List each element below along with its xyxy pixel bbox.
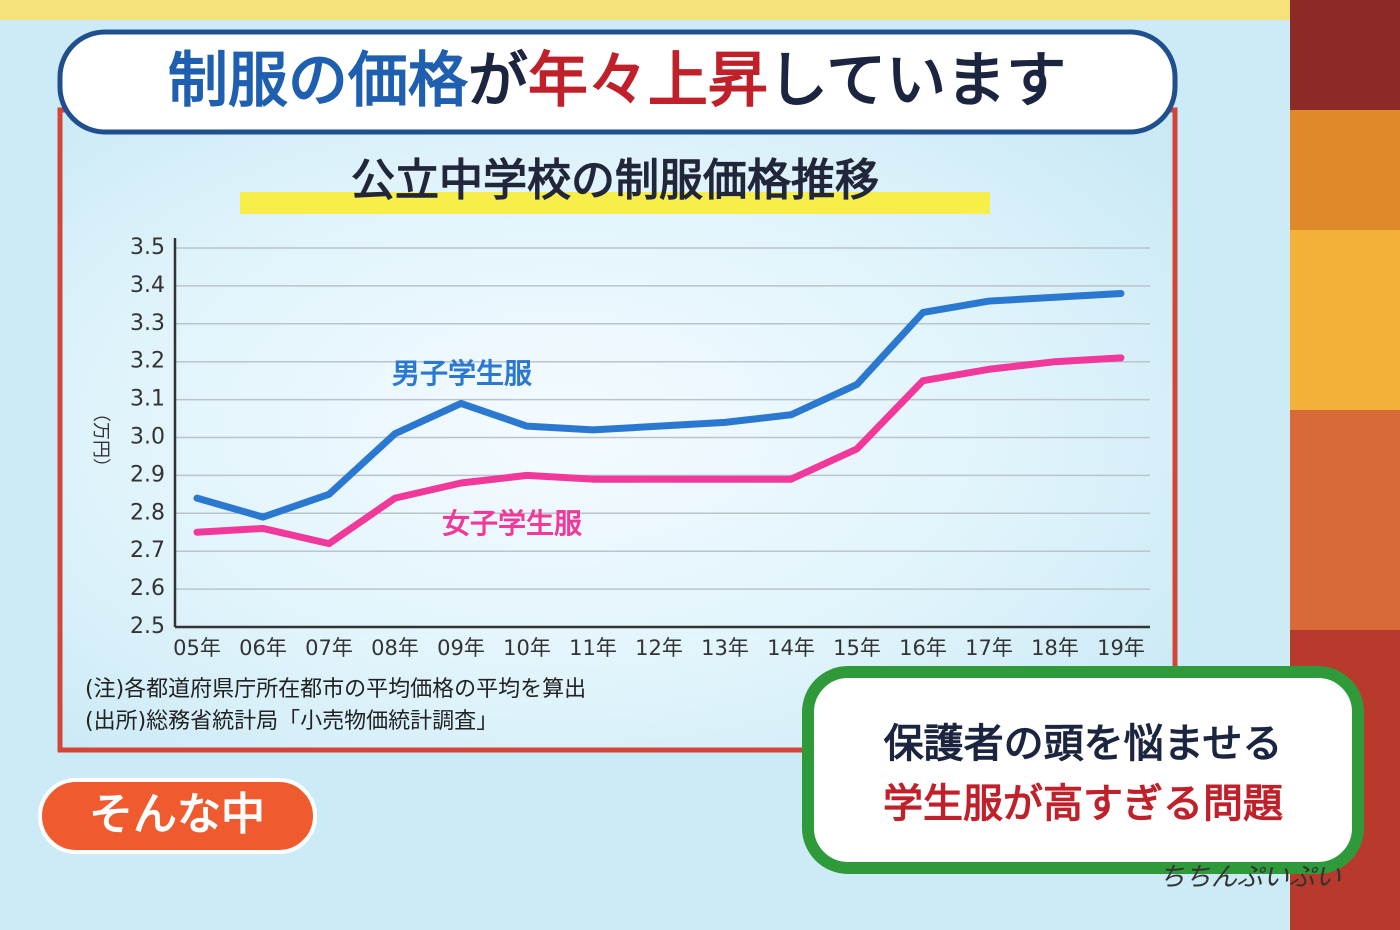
- title-part: しています: [768, 46, 1066, 116]
- x-tick-label: 08年: [371, 636, 419, 660]
- title-highlight: [240, 192, 990, 214]
- x-tick-label: 07年: [305, 636, 353, 660]
- title-part: 制服の価格: [168, 46, 469, 116]
- y-tick-label: 2.7: [130, 538, 165, 563]
- x-tick-label: 11年: [569, 636, 617, 660]
- deco-block: [1290, 0, 1400, 110]
- series-line: [193, 289, 1125, 521]
- x-tick-label: 13年: [701, 636, 749, 660]
- y-tick-label: 2.8: [130, 500, 165, 525]
- x-tick-label: 14年: [767, 636, 815, 660]
- caption-line: 学生服が高すぎる問題: [883, 781, 1283, 827]
- chart-panel: [57, 107, 1178, 753]
- y-tick-label: 3.0: [130, 425, 165, 450]
- title-part: 年々上昇: [528, 46, 768, 116]
- top-strip: [0, 0, 1400, 20]
- x-tick-label: 06年: [239, 636, 287, 660]
- y-axis-label: （万円）: [90, 404, 111, 476]
- x-tick-label: 05年: [173, 636, 221, 660]
- x-tick-label: 09年: [437, 636, 485, 660]
- y-tick-label: 3.4: [130, 273, 165, 298]
- deco-block: [1290, 230, 1400, 410]
- note: (出所)総務省統計局「小売物価統計調査」: [85, 709, 498, 734]
- caption-line: 保護者の頭を悩ませる: [884, 721, 1283, 767]
- y-tick-label: 2.6: [130, 576, 165, 601]
- chart-title: 公立中学校の制服価格推移: [351, 155, 879, 206]
- deco-block: [1290, 110, 1400, 230]
- caption-box: [802, 666, 1364, 874]
- title-box: [57, 29, 1178, 135]
- deco-block: [1290, 410, 1400, 630]
- x-tick-label: 17年: [965, 636, 1013, 660]
- series-label: 女子学生服: [442, 507, 583, 540]
- x-tick-label: 19年: [1097, 636, 1145, 660]
- badge: そんな中: [89, 789, 265, 840]
- x-tick-label: 16年: [899, 636, 947, 660]
- y-tick-label: 3.3: [130, 311, 165, 336]
- y-tick-label: 3.1: [130, 387, 165, 412]
- x-tick-label: 15年: [833, 636, 881, 660]
- y-tick-label: 2.5: [130, 614, 165, 639]
- note: (注)各都道府県庁所在都市の平均価格の平均を算出: [85, 677, 586, 702]
- series-line: [193, 354, 1125, 548]
- y-tick-label: 3.2: [130, 349, 165, 374]
- y-tick-label: 3.5: [130, 235, 165, 260]
- title-part: が: [468, 46, 528, 116]
- badge-box: [38, 778, 317, 854]
- logo: ちちんぷいぷい: [1159, 863, 1341, 893]
- x-tick-label: 12年: [635, 636, 683, 660]
- x-tick-label: 18年: [1031, 636, 1079, 660]
- x-tick-label: 10年: [503, 636, 551, 660]
- plot: 2.5 2.6 2.7 2.8 2.9 3.0 3.1 3.2 3.3 3.4 3.5 05年 06年 0…: [130, 235, 1150, 660]
- y-tick-label: 2.9: [130, 462, 165, 487]
- page-title: 制服の価格が年々上昇しています: [168, 46, 1066, 116]
- series-label: 男子学生服: [392, 357, 533, 390]
